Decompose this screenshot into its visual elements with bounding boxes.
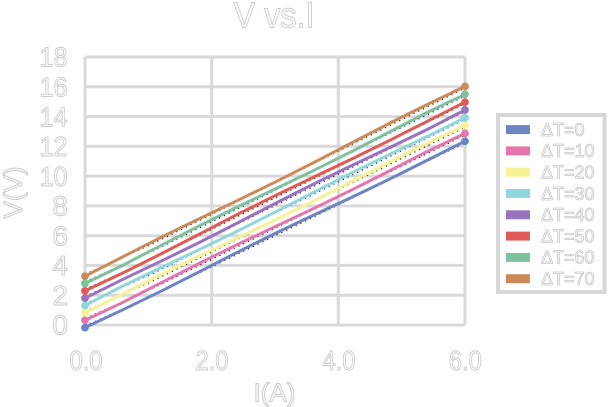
svg-text:0.0: 0.0	[70, 345, 103, 376]
svg-text:10: 10	[40, 161, 68, 192]
svg-text:4.0: 4.0	[323, 345, 356, 376]
svg-text:ΔT=10: ΔT=10	[541, 141, 595, 161]
svg-text:12: 12	[40, 131, 68, 162]
svg-text:V(V): V(V)	[0, 167, 28, 219]
svg-text:8: 8	[52, 191, 68, 222]
svg-text:ΔT=60: ΔT=60	[541, 248, 595, 268]
svg-text:V vs.I: V vs.I	[234, 0, 315, 36]
svg-text:ΔT=70: ΔT=70	[541, 269, 595, 289]
svg-text:2: 2	[52, 280, 68, 311]
svg-text:6.0: 6.0	[449, 345, 482, 376]
svg-text:ΔT=30: ΔT=30	[541, 184, 595, 204]
svg-text:16: 16	[40, 72, 68, 103]
svg-text:ΔT=40: ΔT=40	[541, 205, 595, 225]
svg-text:18: 18	[40, 42, 68, 73]
svg-text:ΔT=50: ΔT=50	[541, 226, 595, 246]
svg-text:ΔT=20: ΔT=20	[541, 163, 595, 183]
svg-text:0: 0	[52, 310, 68, 341]
svg-text:14: 14	[40, 101, 68, 132]
svg-text:6: 6	[52, 220, 68, 251]
svg-text:ΔT=0: ΔT=0	[541, 120, 585, 140]
svg-text:I(A): I(A)	[254, 378, 296, 407]
svg-text:2.0: 2.0	[196, 345, 229, 376]
svg-text:4: 4	[52, 250, 68, 281]
